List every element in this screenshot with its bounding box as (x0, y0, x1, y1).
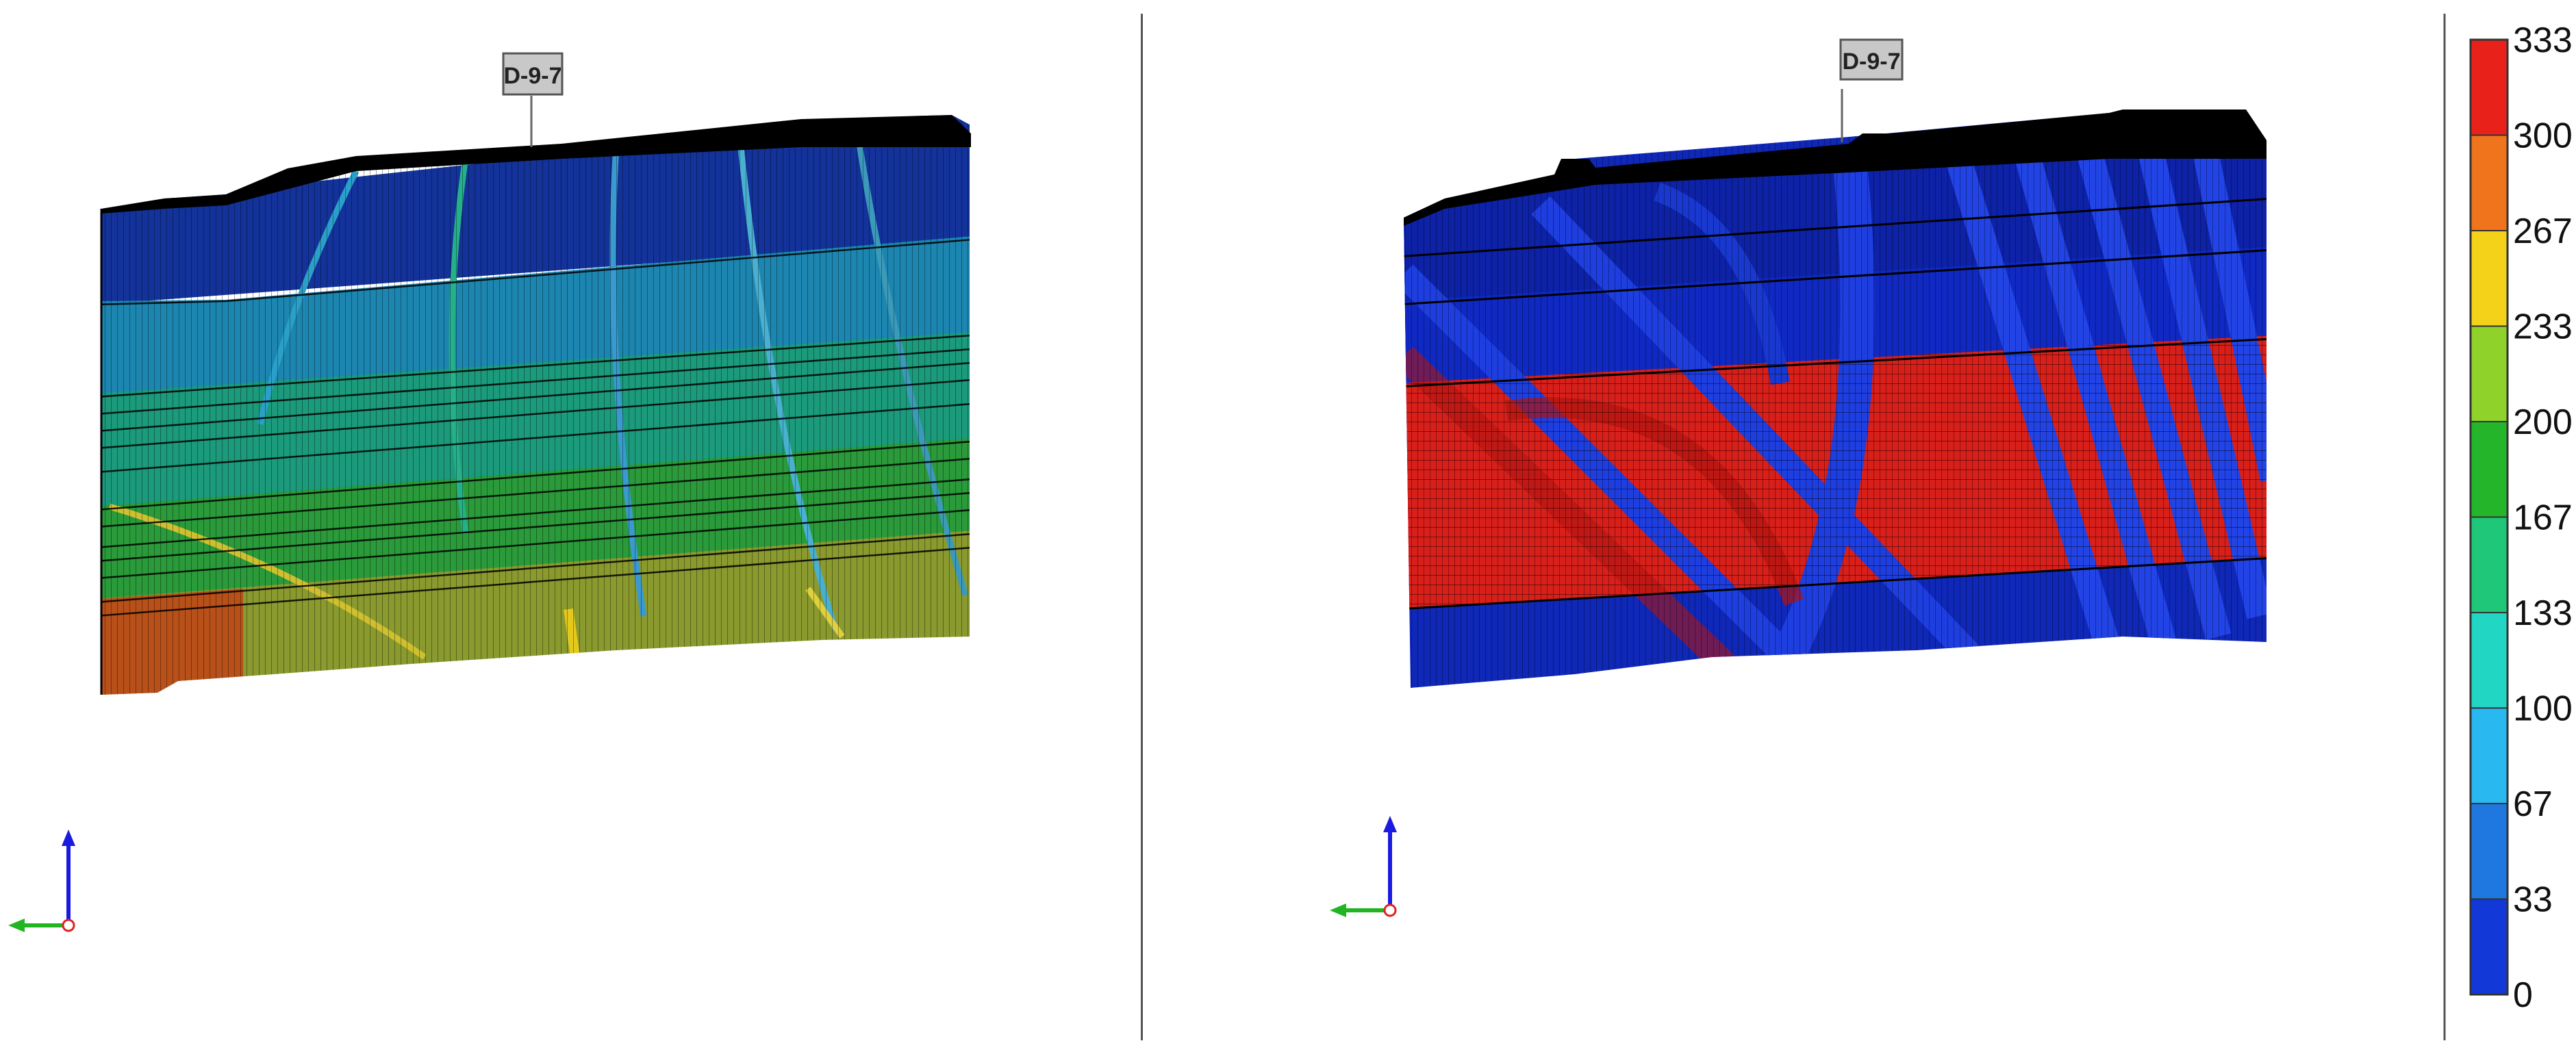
z-axis-arrow-icon (62, 830, 75, 846)
legend-color-swatch (2470, 612, 2508, 709)
right-contour-streaks (1404, 114, 2266, 688)
legend-tick-label: 200 (2513, 402, 2573, 442)
legend-color-swatch (2470, 803, 2508, 900)
legend-tick-label: 67 (2513, 784, 2553, 824)
legend-tick-label: 267 (2513, 211, 2573, 251)
x-axis-origin-icon (62, 919, 75, 932)
right-axis-triad (1330, 816, 1397, 917)
right-well-label-box[interactable] (1839, 38, 1904, 81)
left-axis-triad (8, 830, 75, 932)
right-color-legend: 333 300 267 233 200 167 133 100 67 33 0 (2469, 21, 2573, 1015)
left-well-label: D-9-7 (503, 63, 561, 89)
right-layer-3 (1404, 335, 2266, 609)
legend-color-swatch (2470, 230, 2508, 327)
right-layer-1 (1404, 110, 2266, 305)
y-axis-arrow-icon (1330, 903, 1346, 917)
left-model-panel: D-9-7 9,6899,6069,5229,4399,3559,2729,18… (0, 0, 1147, 1052)
legend-tick-label: 100 (2513, 689, 2573, 729)
legend-color-swatch (2470, 421, 2508, 518)
legend-color-swatch (2470, 39, 2508, 136)
z-axis-arrow-icon (1383, 816, 1397, 832)
left-block-layers (101, 115, 970, 695)
legend-color-swatch (2470, 134, 2508, 231)
legend-tick-label: 0 (2513, 975, 2533, 1015)
legend-tick-label: 167 (2513, 498, 2573, 538)
legend-tick-label: 233 (2513, 307, 2573, 347)
legend-tick-label: 33 (2513, 880, 2553, 920)
legend-color-swatch (2470, 898, 2508, 995)
left-well-label-box[interactable] (502, 52, 564, 96)
panel-divider (1141, 14, 1143, 1040)
right-top-surface (1404, 110, 2266, 226)
legend-tick-label: 300 (2513, 116, 2573, 156)
left-top-surface (101, 115, 971, 214)
y-axis-arrow-icon (8, 919, 25, 932)
right-well-label: D-9-7 (1842, 49, 1900, 75)
legend-tick-label: 333 (2513, 21, 2573, 60)
legend-color-swatch (2470, 516, 2508, 613)
x-axis-origin-icon (1383, 903, 1397, 917)
legend-color-swatch (2470, 707, 2508, 804)
legend-color-swatch (2470, 325, 2508, 422)
right-block-layers (1404, 110, 2266, 688)
legend-tick-label: 133 (2513, 593, 2573, 633)
left-model-view: D-9-7 9,6899,6069,5229,4399,3559,2729,18… (8, 52, 971, 932)
right-layer-2 (1404, 246, 2266, 387)
